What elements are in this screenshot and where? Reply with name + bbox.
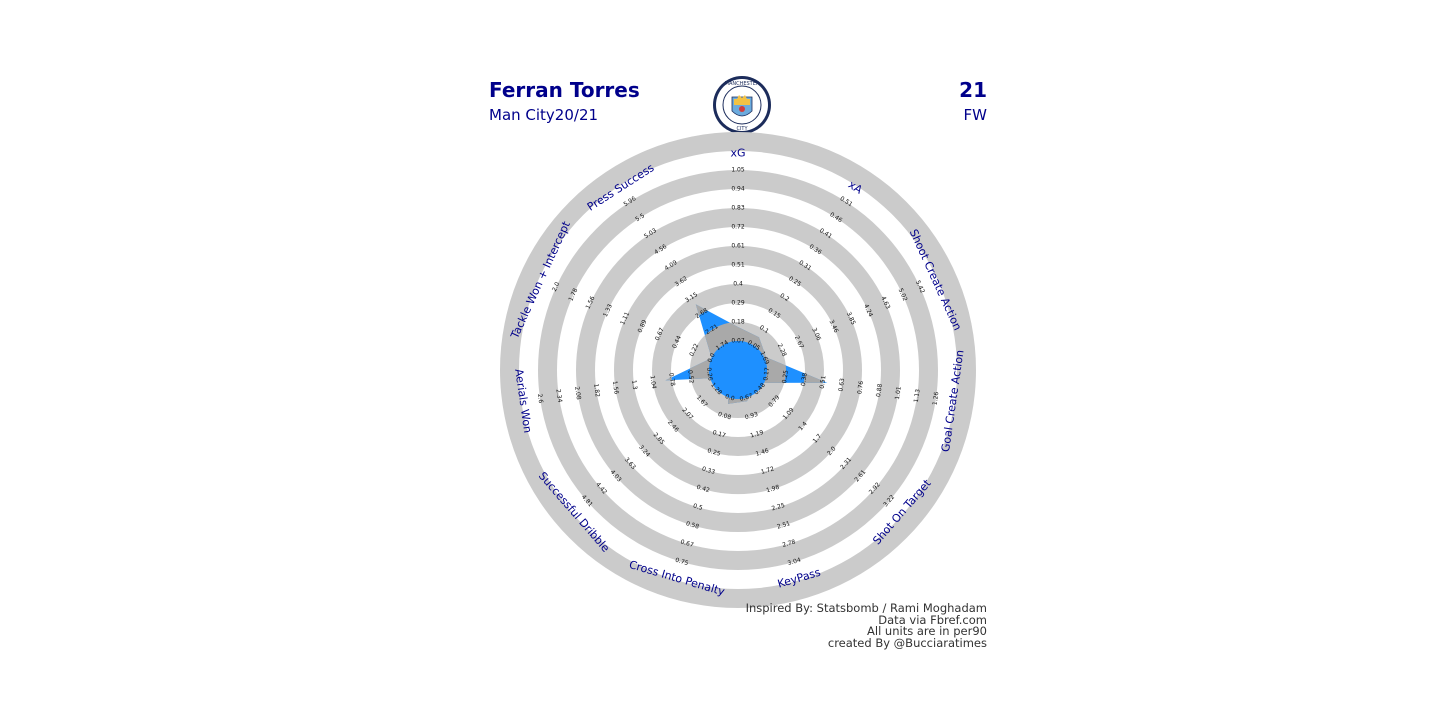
tick-label: 1.72 <box>760 465 775 476</box>
tick-label: 3.85 <box>845 311 857 326</box>
tick-label: 0.88 <box>875 383 884 397</box>
tick-label: 0.67 <box>654 327 666 342</box>
tick-label: 5.02 <box>897 287 909 302</box>
credit-author: created By @Bucciaratimes <box>827 635 987 650</box>
tick-label: 0.29 <box>731 300 745 307</box>
tick-label: 0.2 <box>779 292 791 303</box>
tick-label: 0.08 <box>717 411 732 422</box>
credit-units: All units are in per90 <box>867 624 987 638</box>
tick-label: 0.83 <box>731 205 745 212</box>
radar-center <box>709 341 767 399</box>
tick-label: 0.25 <box>706 447 721 458</box>
credit-data-source: Data via Fbref.com <box>878 612 987 627</box>
player-position: FW <box>963 106 987 124</box>
tick-label: 1.98 <box>766 484 781 495</box>
badge-bottom-text: CITY <box>736 126 748 132</box>
tick-label: 5.5 <box>634 212 646 223</box>
param-label: xG <box>730 147 745 160</box>
tick-label: 1.3 <box>630 380 638 391</box>
tick-label: 1.56 <box>585 295 597 310</box>
tick-label: 1.04 <box>648 375 657 389</box>
tick-label: 1.05 <box>731 167 745 174</box>
player-name: Ferran Torres <box>489 78 640 102</box>
tick-label: 3.06 <box>810 327 822 342</box>
tick-label: 2.34 <box>554 389 563 403</box>
tick-label: 0.75 <box>674 557 689 568</box>
tick-label: 0.67 <box>680 538 695 549</box>
tick-label: 2.51 <box>776 520 791 531</box>
tick-label: 0.67 <box>739 393 754 404</box>
tick-label: 0.5 <box>692 502 703 511</box>
tick-label: 1.33 <box>602 303 614 318</box>
tick-label: 0.89 <box>637 319 649 334</box>
tick-label: 0.0 <box>724 393 735 402</box>
tick-label: 0.25 <box>781 370 790 384</box>
tick-label: 1.69 <box>758 350 770 365</box>
tick-label: 0.18 <box>731 319 745 326</box>
tick-label: 0.61 <box>731 243 745 250</box>
tick-label: 3.46 <box>828 319 840 334</box>
tick-label: 4.24 <box>862 303 874 318</box>
team-season: Man City20/21 <box>489 106 599 124</box>
tick-label: 3.04 <box>787 557 802 568</box>
tick-label: 0.17 <box>762 367 771 381</box>
tick-label: 0.4 <box>733 281 743 288</box>
tick-label: 0.78 <box>667 372 676 386</box>
badge-top-text: MANCHESTER <box>725 81 760 87</box>
tick-label: 1.7 <box>812 433 824 445</box>
tick-label: 5.42 <box>914 279 926 294</box>
tick-label: 0.44 <box>671 335 683 350</box>
tick-label: 0.72 <box>731 224 745 231</box>
credit-inspired: Inspired By: Statsbomb / Rami Moghadam <box>745 601 987 615</box>
tick-label: 2.0 <box>551 281 561 293</box>
tick-label: 1.78 <box>567 287 579 302</box>
tick-label: 2.28 <box>776 343 788 358</box>
tick-label: 1.82 <box>592 383 601 397</box>
manchester-city-crest-icon: MANCHESTER CITY <box>713 76 771 134</box>
tick-label: 0.52 <box>686 370 695 384</box>
tick-label: 0.76 <box>856 380 865 394</box>
tick-label: 1.26 <box>932 391 941 405</box>
tick-label: 0.63 <box>837 378 846 392</box>
tick-label: 0.26 <box>705 367 714 381</box>
tick-label: 4.63 <box>879 295 891 310</box>
tick-label: 1.11 <box>619 311 631 326</box>
tick-label: 0.93 <box>744 411 759 422</box>
tick-label: 0.94 <box>731 186 745 193</box>
tick-label: 0.07 <box>731 338 745 345</box>
tick-label: 0.38 <box>800 372 809 386</box>
credits: Inspired By: Statsbomb / Rami Moghadam D… <box>745 601 987 650</box>
tick-label: 2.67 <box>793 335 805 350</box>
tick-label: 0.33 <box>701 465 716 476</box>
tick-label: 0.51 <box>731 262 745 269</box>
tick-label: 1.4 <box>797 420 809 432</box>
tick-label: 2.08 <box>573 386 582 400</box>
tick-label: 2.78 <box>782 538 797 549</box>
tick-label: 0.58 <box>685 520 700 531</box>
tick-label: 1.46 <box>755 447 770 458</box>
tick-label: 1.56 <box>611 380 620 394</box>
tick-label: 2.0 <box>826 445 838 457</box>
tick-label: 1.01 <box>894 386 903 400</box>
tick-label: 2.25 <box>771 502 786 513</box>
tick-label: 0.0 <box>706 352 716 364</box>
tick-label: 0.42 <box>696 484 711 495</box>
tick-label: 2.6 <box>536 393 544 404</box>
tick-label: 0.1 <box>758 324 770 335</box>
tick-label: 0.51 <box>819 375 828 389</box>
radar-shapes <box>665 304 828 404</box>
shirt-number: 21 <box>959 78 987 102</box>
tick-label: 1.13 <box>913 389 922 403</box>
tick-label: 0.22 <box>688 342 700 357</box>
tick-label: 1.19 <box>750 429 765 440</box>
tick-label: 0.17 <box>712 429 727 440</box>
